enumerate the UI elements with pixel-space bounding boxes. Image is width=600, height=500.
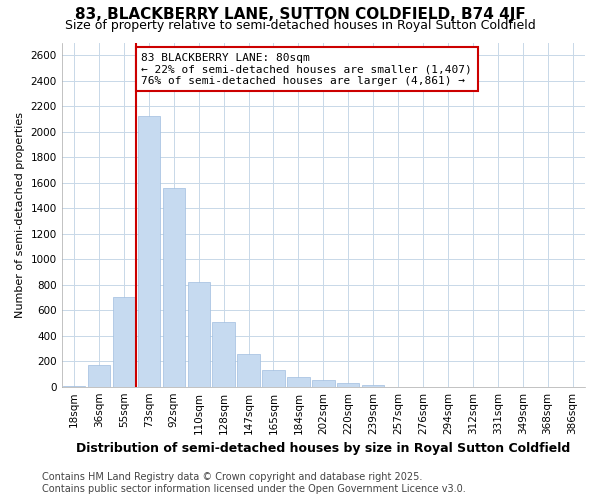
Bar xyxy=(262,370,285,386)
Bar xyxy=(337,384,359,386)
Bar xyxy=(113,298,135,386)
Bar xyxy=(188,282,210,387)
X-axis label: Distribution of semi-detached houses by size in Royal Sutton Coldfield: Distribution of semi-detached houses by … xyxy=(76,442,571,455)
Bar xyxy=(137,116,160,386)
Bar xyxy=(212,322,235,386)
Text: Size of property relative to semi-detached houses in Royal Sutton Coldfield: Size of property relative to semi-detach… xyxy=(65,19,535,32)
Bar xyxy=(163,188,185,386)
Bar xyxy=(238,354,260,386)
Bar xyxy=(312,380,335,386)
Bar xyxy=(88,365,110,386)
Y-axis label: Number of semi-detached properties: Number of semi-detached properties xyxy=(15,112,25,318)
Text: 83 BLACKBERRY LANE: 80sqm
← 22% of semi-detached houses are smaller (1,407)
76% : 83 BLACKBERRY LANE: 80sqm ← 22% of semi-… xyxy=(142,52,472,86)
Text: Contains HM Land Registry data © Crown copyright and database right 2025.
Contai: Contains HM Land Registry data © Crown c… xyxy=(42,472,466,494)
Text: 83, BLACKBERRY LANE, SUTTON COLDFIELD, B74 4JF: 83, BLACKBERRY LANE, SUTTON COLDFIELD, B… xyxy=(74,8,526,22)
Bar xyxy=(287,377,310,386)
